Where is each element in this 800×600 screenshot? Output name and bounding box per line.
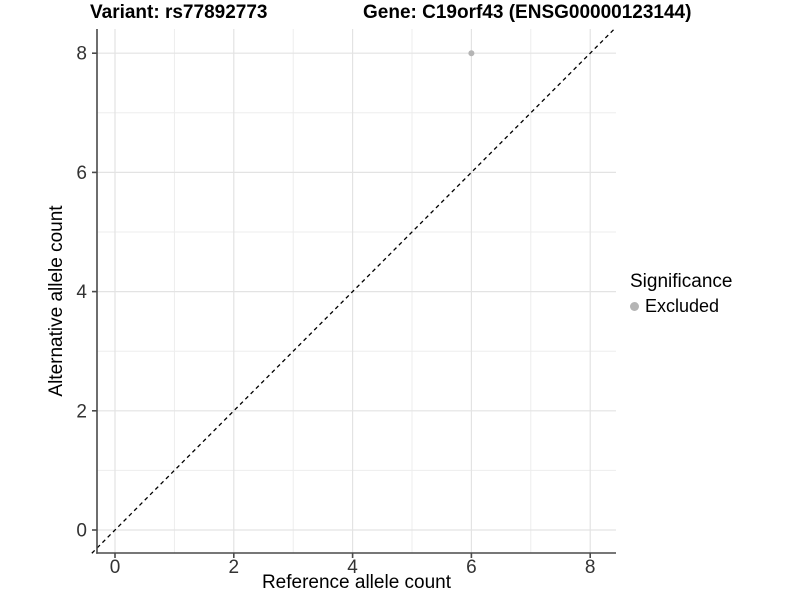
identity-line — [91, 27, 617, 554]
legend-item-label: Excluded — [645, 296, 720, 316]
y-tick-label: 0 — [76, 521, 87, 542]
x-tick-label: 2 — [229, 557, 240, 578]
legend-title: Significance — [630, 271, 733, 292]
y-tick-label: 6 — [76, 163, 87, 184]
x-tick-label: 8 — [585, 557, 596, 578]
excluded-point-icon — [630, 302, 639, 311]
x-tick-label: 0 — [110, 557, 121, 578]
x-tick-label: 6 — [466, 557, 477, 578]
gene-title: Gene: C19orf43 (ENSG00000123144) — [363, 2, 692, 23]
x-axis-title: Reference allele count — [261, 572, 452, 593]
data-point — [468, 50, 475, 57]
legend-item-excluded: Excluded — [630, 296, 732, 317]
legend: Significance Excluded — [630, 271, 732, 317]
y-axis-title: Alternative allele count — [46, 205, 67, 397]
variant-title: Variant: rs77892773 — [90, 2, 268, 23]
x-tick-label: 4 — [347, 557, 358, 578]
y-tick-label: 4 — [76, 282, 87, 303]
y-tick-label: 8 — [76, 44, 87, 65]
y-tick-label: 2 — [76, 401, 87, 422]
